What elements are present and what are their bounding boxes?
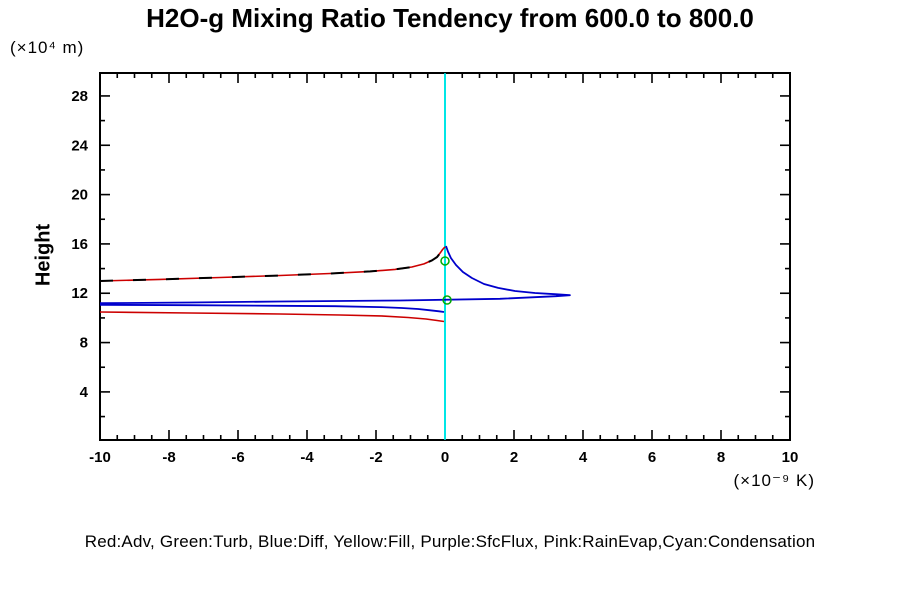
y-axis-unit-label: (×10⁴ m) (10, 38, 85, 57)
plot-border (99, 72, 791, 441)
x-tick-label: -6 (231, 449, 244, 466)
x-tick-label: -10 (89, 449, 111, 466)
legend-text: Red:Adv, Green:Turb, Blue:Diff, Yellow:F… (84, 532, 816, 551)
y-tick-label: 20 (71, 187, 88, 204)
x-tick-label: 4 (579, 449, 588, 466)
x-tick-label: 10 (782, 449, 799, 466)
y-tick-label: 16 (71, 236, 88, 253)
x-tick-label: 0 (441, 449, 449, 466)
series-black-dashed-overlay (99, 246, 446, 282)
chart-title: H2O-g Mixing Ratio Tendency from 600.0 t… (146, 3, 754, 33)
x-axis-unit-label: (×10⁻⁹ K) (733, 471, 815, 490)
y-axis-title: Height (32, 223, 55, 287)
y-tick-label: 4 (80, 384, 89, 401)
series-adv-red-lower (99, 311, 445, 323)
x-tick-label: 6 (648, 449, 656, 466)
y-tick-label: 8 (80, 335, 88, 352)
x-tick-label: -4 (300, 449, 314, 466)
x-tick-label: -8 (162, 449, 175, 466)
y-tick-label: 12 (71, 285, 88, 302)
y-tick-label: 28 (71, 88, 88, 105)
x-tick-label: -2 (369, 449, 382, 466)
y-tick-label: 24 (71, 137, 88, 154)
series-turb-green-loop-upper (440, 256, 450, 266)
series-diff-blue-spike-loop (99, 245, 571, 305)
series-diff-blue-lower (99, 303, 445, 313)
x-tick-label: 8 (717, 449, 725, 466)
x-tick-label: 2 (510, 449, 518, 466)
series-turb-green-loop-lower (442, 295, 452, 305)
